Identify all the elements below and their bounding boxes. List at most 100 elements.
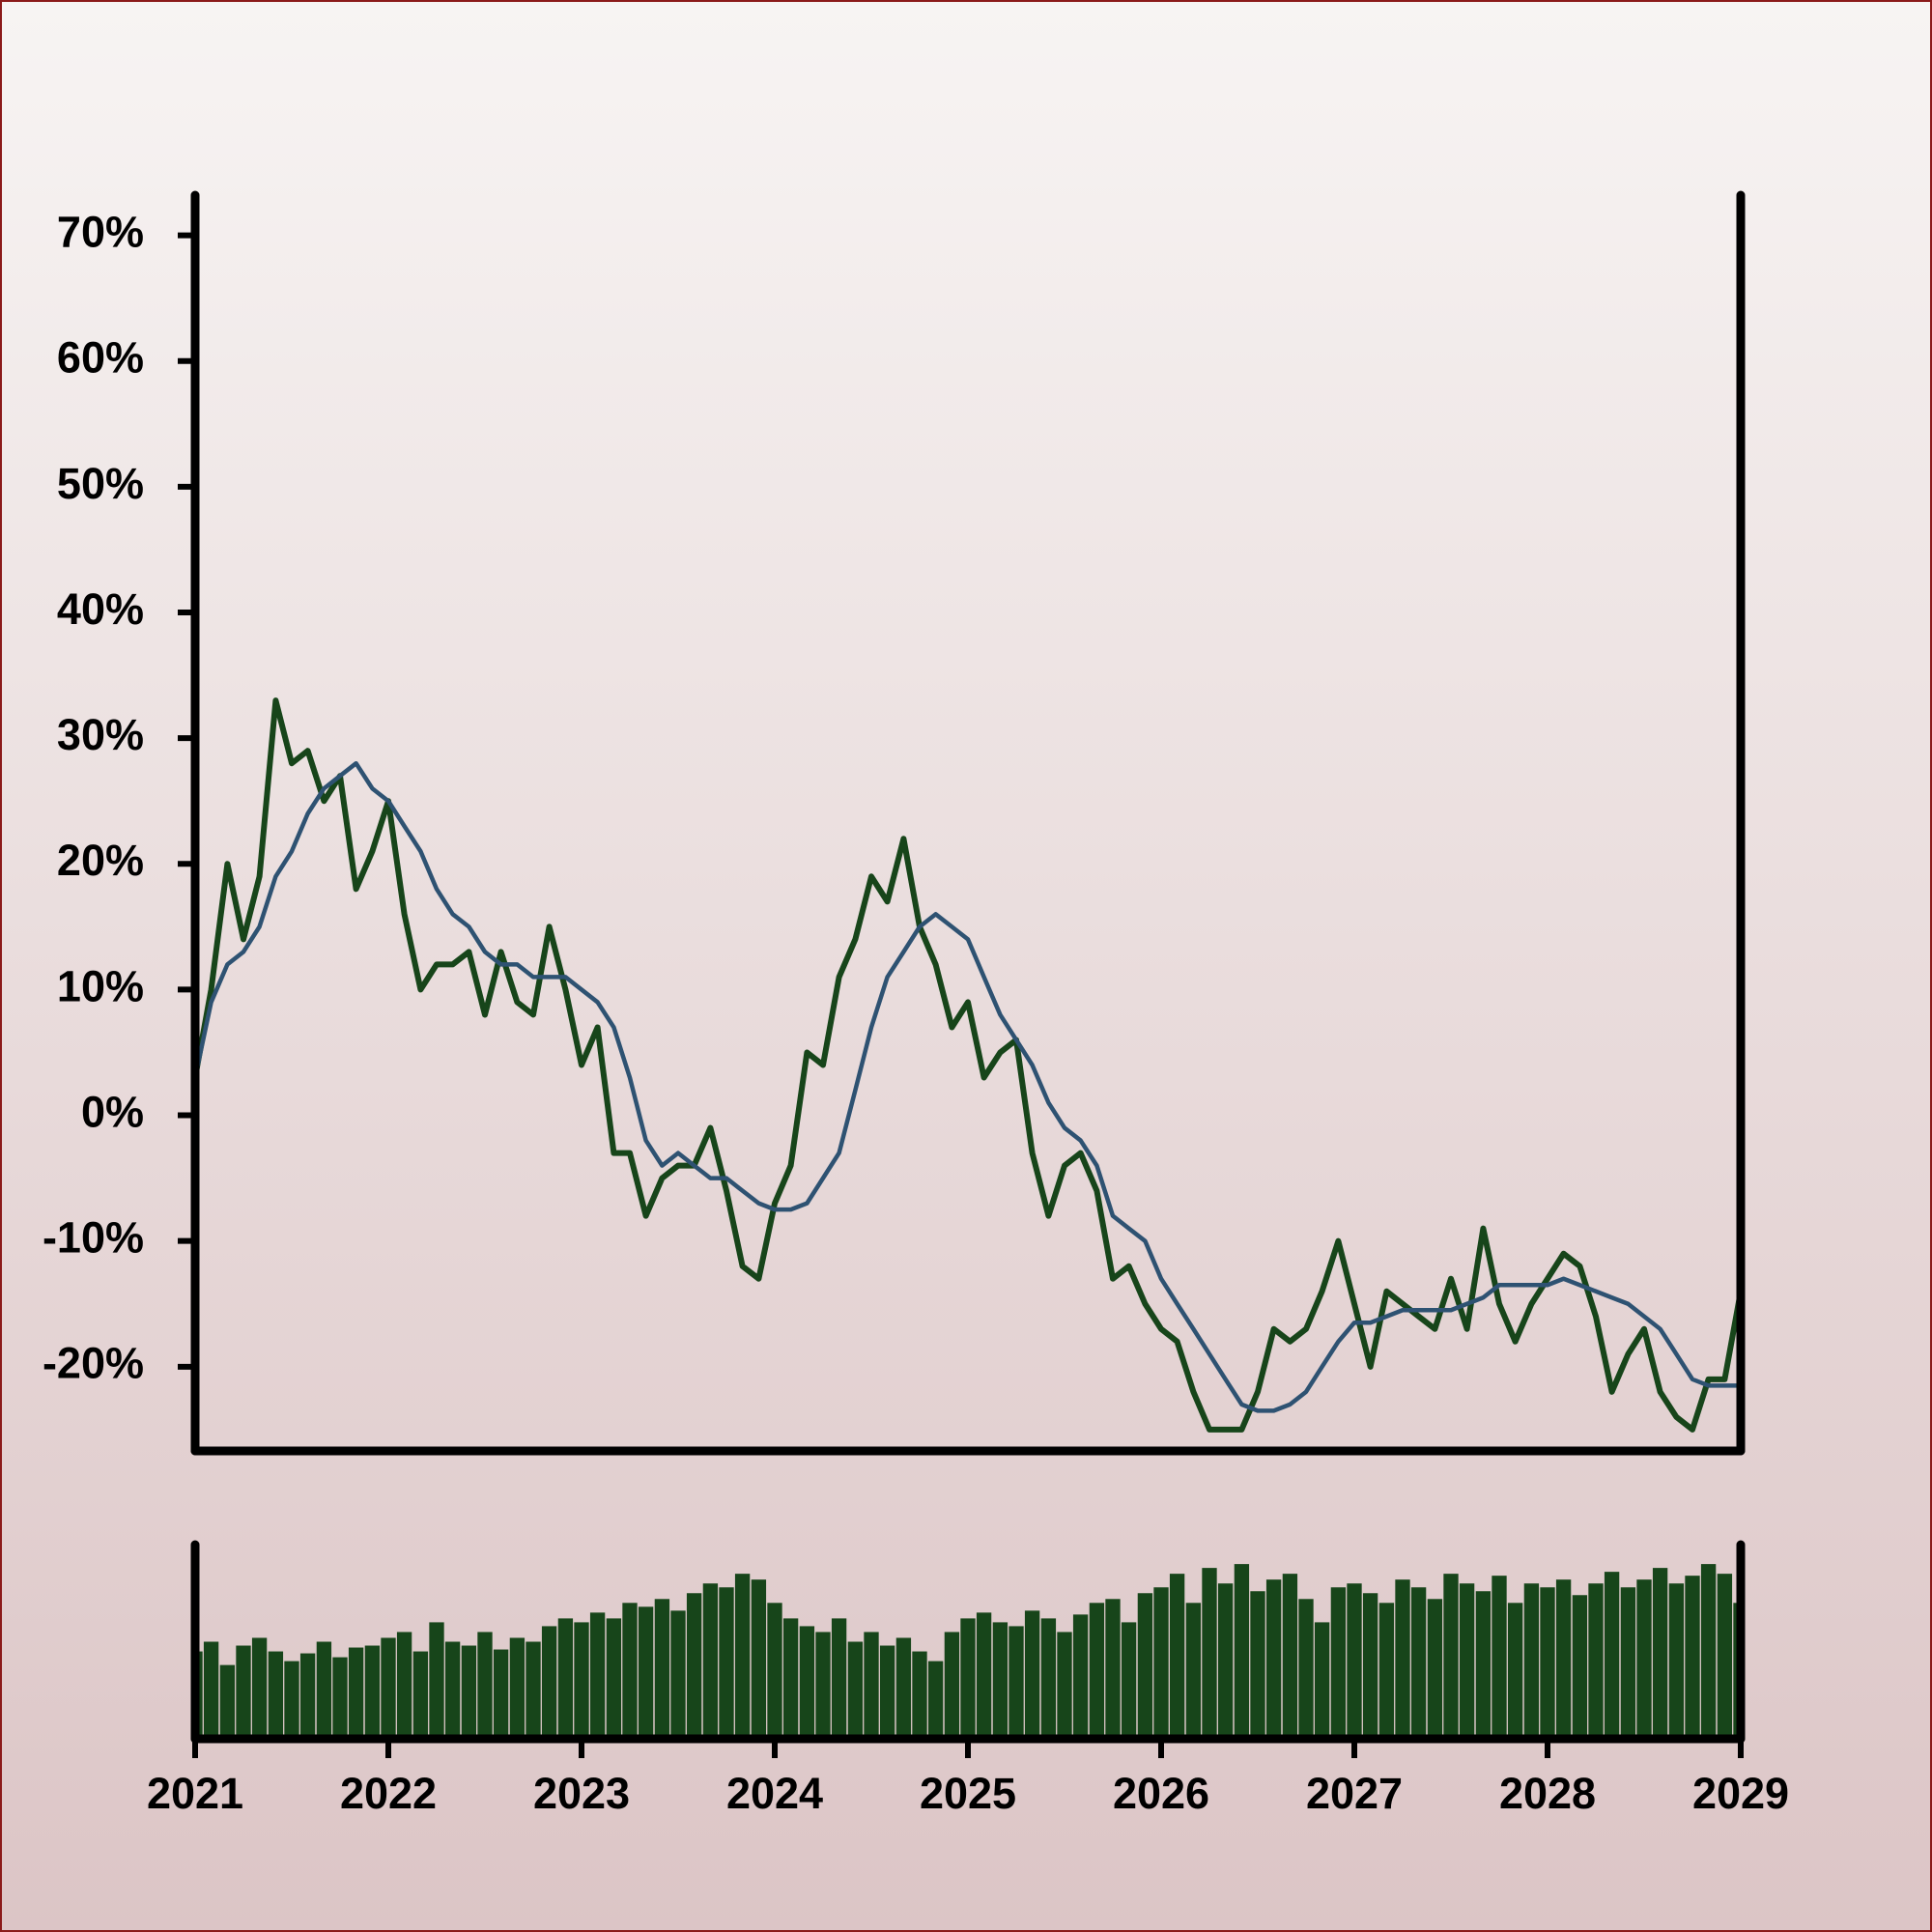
volume-bar <box>1588 1583 1604 1739</box>
volume-bar <box>541 1626 557 1739</box>
volume-bar <box>864 1632 879 1739</box>
volume-bar <box>589 1612 606 1739</box>
volume-bar <box>1572 1595 1588 1739</box>
y-tick-label: -20% <box>43 1339 144 1388</box>
volume-bar <box>1652 1568 1668 1739</box>
volume-bar <box>1620 1587 1636 1739</box>
volume-bar <box>203 1641 219 1739</box>
volume-bar <box>1378 1603 1395 1739</box>
x-tick-label: 2022 <box>340 1769 437 1818</box>
volume-bar <box>268 1651 284 1739</box>
volume-bar <box>1362 1593 1378 1739</box>
volume-bar <box>574 1622 589 1739</box>
volume-bar <box>1717 1574 1733 1739</box>
x-tick-label: 2021 <box>147 1769 243 1818</box>
volume-bar <box>461 1645 477 1739</box>
y-tick-label: 20% <box>57 836 144 885</box>
volume-bar <box>1700 1564 1717 1739</box>
volume-bar <box>1475 1591 1492 1739</box>
volume-bar <box>879 1645 895 1739</box>
volume-bar <box>751 1579 767 1739</box>
y-tick-label: 10% <box>57 961 144 1010</box>
volume-bar <box>1427 1599 1443 1739</box>
volume-bar <box>654 1599 670 1739</box>
volume-bar <box>1217 1583 1234 1739</box>
volume-bar <box>332 1657 348 1739</box>
volume-bar <box>1202 1568 1217 1739</box>
volume-bar <box>364 1645 381 1739</box>
volume-bar <box>686 1593 702 1739</box>
volume-bar <box>976 1612 992 1739</box>
volume-bar <box>1234 1564 1250 1739</box>
y-tick-label: 50% <box>57 459 144 508</box>
volume-bar <box>236 1645 251 1739</box>
volume-bar <box>1040 1618 1057 1739</box>
volume-bar <box>526 1641 541 1739</box>
volume-bar <box>381 1637 396 1739</box>
series-line <box>195 760 1741 1413</box>
volume-bar <box>895 1637 912 1739</box>
volume-bar <box>992 1622 1009 1739</box>
volume-bar <box>412 1651 429 1739</box>
x-tick-label: 2023 <box>533 1769 630 1818</box>
volume-bar <box>1105 1599 1121 1739</box>
volume-bar <box>477 1632 493 1739</box>
line-layer <box>195 697 1741 1433</box>
volume-bar <box>1153 1587 1169 1739</box>
volume-bar <box>1121 1622 1137 1739</box>
volume-bar <box>1330 1587 1347 1739</box>
volume-bar <box>1057 1632 1072 1739</box>
y-tick-label: 60% <box>57 333 144 383</box>
volume-bar <box>1137 1593 1153 1739</box>
volume-bar <box>638 1606 654 1739</box>
volume-bar <box>960 1618 976 1739</box>
volume-bar <box>831 1618 847 1739</box>
volume-bar <box>444 1641 461 1739</box>
volume-bar <box>1282 1574 1298 1739</box>
volume-bar <box>1395 1579 1410 1739</box>
volume-bar <box>493 1649 509 1739</box>
volume-bar <box>1072 1614 1089 1739</box>
volume-bar <box>1298 1599 1314 1739</box>
volume-bar <box>1540 1587 1555 1739</box>
volume-bar <box>734 1574 751 1739</box>
volume-bar <box>316 1641 332 1739</box>
volume-bar <box>1668 1583 1685 1739</box>
x-tick-label: 2029 <box>1692 1769 1789 1818</box>
volume-bar <box>1410 1587 1427 1739</box>
volume-bar <box>670 1610 686 1739</box>
volume-bar <box>1459 1583 1475 1739</box>
volume-bar <box>251 1637 268 1739</box>
volume-bar <box>606 1618 622 1739</box>
volume-bar <box>1089 1603 1105 1739</box>
x-tick-label: 2028 <box>1499 1769 1596 1818</box>
volume-bar <box>799 1626 815 1739</box>
volume-bar <box>782 1618 799 1739</box>
volume-bar <box>944 1632 960 1739</box>
volume-bar <box>1604 1572 1620 1739</box>
volume-bar <box>927 1661 944 1739</box>
y-tick-label: -10% <box>43 1213 144 1263</box>
volume-bar <box>1009 1626 1024 1739</box>
volume-bar <box>219 1664 236 1739</box>
x-tick-label: 2026 <box>1113 1769 1209 1818</box>
volume-bar <box>1265 1579 1282 1739</box>
x-tick-label: 2024 <box>726 1769 823 1818</box>
volume-bar <box>767 1603 782 1739</box>
volume-bar <box>847 1641 864 1739</box>
volume-bar <box>1347 1583 1362 1739</box>
volume-bar <box>299 1653 316 1739</box>
volume-bar <box>912 1651 927 1739</box>
volume-bar <box>557 1618 574 1739</box>
volume-bar <box>1250 1591 1265 1739</box>
series-line <box>195 697 1741 1433</box>
y-tick-label: 70% <box>57 208 144 257</box>
y-tick-label: 40% <box>57 584 144 634</box>
volume-bar <box>719 1587 734 1739</box>
y-tick-label: 30% <box>57 710 144 759</box>
volume-bar <box>815 1632 831 1739</box>
volume-bar <box>1024 1610 1040 1739</box>
volume-bar <box>1492 1576 1507 1739</box>
